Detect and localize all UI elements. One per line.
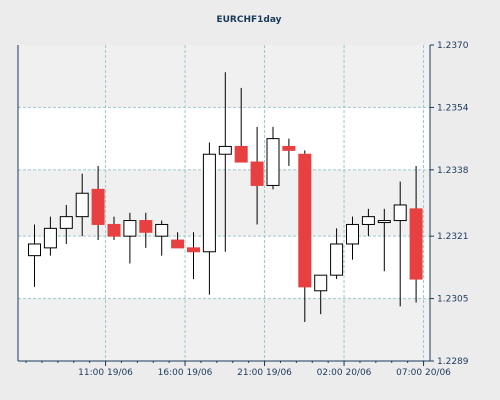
candle xyxy=(250,126,264,225)
candle xyxy=(139,212,153,248)
candle-body-down xyxy=(298,153,312,288)
plot-bands xyxy=(18,45,430,361)
candle xyxy=(234,87,248,163)
candle-body-down xyxy=(107,223,121,237)
candle xyxy=(218,72,232,252)
candle xyxy=(330,228,344,280)
plot-band xyxy=(18,298,430,361)
candle xyxy=(409,165,423,303)
y-tick-label: 1.2289 xyxy=(437,357,469,367)
y-axis-labels: 1.2370 1.2354 1.2338 1.2321 1.2305 1.2289 xyxy=(437,41,469,367)
candle xyxy=(202,142,216,295)
candle-body-up xyxy=(218,145,232,155)
candle xyxy=(28,224,41,287)
plot-band xyxy=(18,236,430,299)
candle-body-up xyxy=(330,243,344,276)
plot-band xyxy=(18,45,430,108)
x-tick-label: 11:00 19/06 xyxy=(78,368,133,378)
candle-body-up xyxy=(393,204,407,222)
candle-body-up xyxy=(377,220,391,224)
candle-body-up xyxy=(266,138,280,186)
candle-body-down xyxy=(139,220,153,233)
x-tick-label: 07:00 20/06 xyxy=(396,368,451,378)
candle xyxy=(282,138,296,166)
candle-body-up xyxy=(314,274,328,292)
candle xyxy=(91,165,105,241)
candle-body-up xyxy=(59,216,73,229)
candle-body-up xyxy=(123,220,137,237)
candle-body-up xyxy=(43,227,57,249)
candle xyxy=(361,208,375,237)
candle-body-down xyxy=(250,161,264,186)
candle xyxy=(314,274,328,315)
candle xyxy=(107,216,121,241)
candle-body-up xyxy=(28,243,41,257)
candle xyxy=(187,232,200,280)
candle-body-up xyxy=(361,216,375,225)
x-tick-label: 16:00 19/06 xyxy=(158,368,213,378)
candle xyxy=(75,173,89,237)
candle xyxy=(346,216,359,260)
candle xyxy=(393,181,407,307)
candles xyxy=(28,72,423,322)
candle-body-down xyxy=(282,145,296,151)
grid-lines xyxy=(18,45,430,361)
candle xyxy=(43,216,57,256)
candle-body-down xyxy=(171,239,185,249)
y-tick-label: 1.2338 xyxy=(437,166,469,176)
y-tick-label: 1.2370 xyxy=(437,41,469,51)
candle xyxy=(123,212,137,264)
x-tick-label: 21:00 19/06 xyxy=(237,368,292,378)
candle-body-up xyxy=(75,192,89,218)
candle-body-down xyxy=(409,208,423,280)
candle-body-down xyxy=(91,188,105,225)
chart-title: EURCHF1day xyxy=(216,15,281,25)
candle-body-down xyxy=(234,145,248,163)
y-tick-label: 1.2305 xyxy=(437,295,469,305)
y-tick-label: 1.2354 xyxy=(437,103,469,113)
candle-body-up xyxy=(202,153,216,253)
candle xyxy=(59,204,73,244)
candle-body-up xyxy=(155,223,169,237)
candle xyxy=(171,232,185,249)
candle xyxy=(377,208,391,272)
plot-band xyxy=(18,107,430,170)
candle xyxy=(298,150,312,322)
x-axis-labels: 11:00 19/06 16:00 19/06 21:00 19/06 02:00 2… xyxy=(78,368,451,378)
y-tick-label: 1.2321 xyxy=(437,232,469,242)
candle-body-up xyxy=(346,223,359,245)
candle-body-down xyxy=(187,247,200,253)
axes xyxy=(17,44,434,366)
candle xyxy=(266,126,280,190)
candle xyxy=(155,220,169,256)
x-tick-label: 02:00 20/06 xyxy=(317,368,372,378)
